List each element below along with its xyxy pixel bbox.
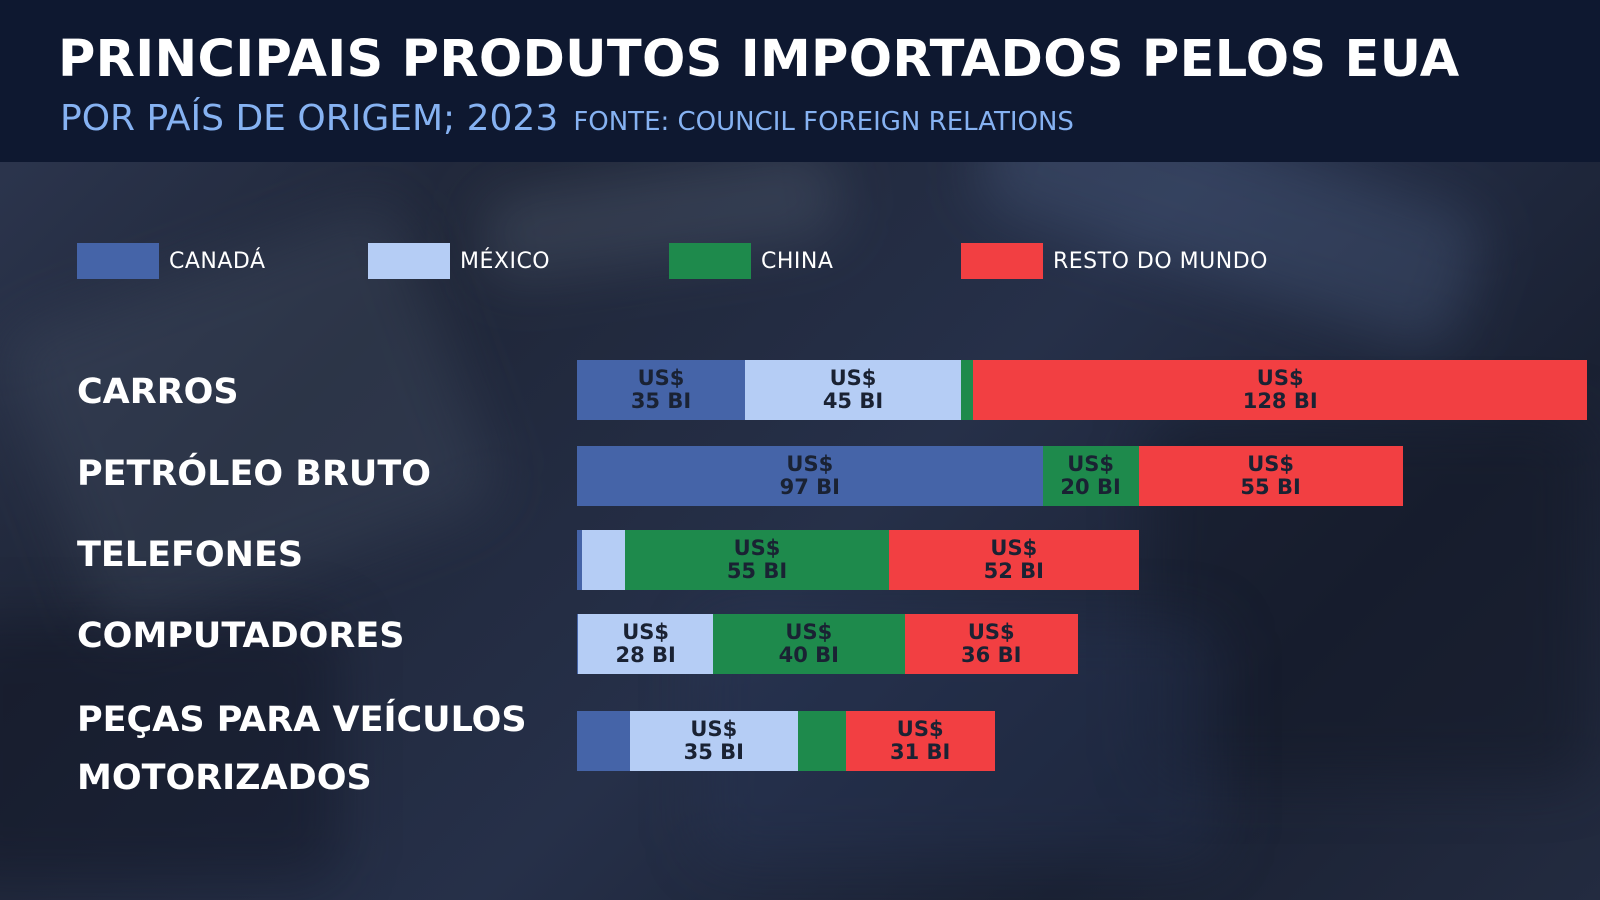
- bar-data-label: 45 BI: [822, 389, 884, 413]
- bar-data-label: 35 BI: [683, 740, 744, 764]
- header-banner: PRINCIPAIS PRODUTOS IMPORTADOS PELOS EUA…: [0, 0, 1600, 162]
- legend-label-canada: CANADÁ: [169, 248, 266, 274]
- legend-item-mexico: MÉXICO: [368, 243, 550, 279]
- legend-label-mexico: MÉXICO: [460, 248, 551, 274]
- bar-segment-canada: [577, 614, 579, 674]
- bar-data-label: 36 BI: [961, 643, 1022, 667]
- legend-swatch-canada: [77, 243, 159, 279]
- chart-subtitle: POR PAÍS DE ORIGEM; 2023: [60, 98, 559, 139]
- bar-segment-china: [797, 711, 846, 771]
- bar-data-label: 28 BI: [615, 643, 676, 667]
- bar-data-label: US$: [990, 536, 1038, 560]
- bar-data-label: 128 BI: [1242, 389, 1318, 413]
- bar-data-label: US$: [1067, 452, 1114, 476]
- bar-segment-rest: US$ 52 BI: [889, 530, 1139, 590]
- bar-data-label: 31 BI: [890, 740, 951, 764]
- legend-label-rest: RESTO DO MUNDO: [1053, 248, 1268, 274]
- category-label: CARROS: [77, 372, 239, 412]
- bar-segment-canada: US$ 97 BI: [577, 446, 1043, 506]
- bar-segment-canada: [577, 711, 630, 771]
- legend-swatch-mexico: [368, 243, 450, 279]
- category-label-line: MOTORIZADOS: [77, 758, 372, 798]
- bar-data-label: US$: [637, 366, 685, 390]
- bar-segment-canada: [577, 530, 582, 590]
- legend-swatch-china: [669, 243, 751, 279]
- bar-data-label: US$: [786, 452, 834, 476]
- bar-data-label: US$: [1256, 366, 1304, 390]
- bar-segment-mexico: US$ 45 BI: [745, 360, 961, 420]
- category-label: PEÇAS PARA VEÍCULOS MOTORIZADOS: [77, 691, 527, 807]
- bar-segment-canada: US$ 35 BI: [577, 360, 745, 420]
- legend-item-rest: RESTO DO MUNDO: [961, 243, 1268, 279]
- legend-swatch-rest: [961, 243, 1043, 279]
- bar-data-label: 20 BI: [1060, 475, 1121, 499]
- bar-segment-mexico: US$ 28 BI: [578, 614, 713, 674]
- bar-data-label: 40 BI: [778, 643, 839, 667]
- bar-data-label: 55 BI: [1240, 475, 1301, 499]
- bar-segment-rest: US$ 128 BI: [973, 360, 1588, 420]
- bar-data-label: 97 BI: [779, 475, 840, 499]
- category-label: TELEFONES: [77, 535, 304, 575]
- bar-segment-china: US$ 55 BI: [625, 530, 889, 590]
- subtitle-row: POR PAÍS DE ORIGEM; 2023 FONTE: COUNCIL …: [60, 98, 1074, 139]
- category-label-line: PEÇAS PARA VEÍCULOS: [77, 700, 527, 740]
- bar-segment-china: [961, 360, 973, 420]
- bar-data-label: US$: [733, 536, 781, 560]
- bar-data-label: US$: [896, 717, 944, 741]
- bar-segment-rest: US$ 36 BI: [904, 614, 1078, 674]
- bar-segment-rest: US$ 55 BI: [1138, 446, 1403, 506]
- bar-segment-china: US$ 40 BI: [712, 614, 905, 674]
- legend-item-china: CHINA: [669, 243, 833, 279]
- bar-segment-mexico: US$ 35 BI: [629, 711, 798, 771]
- bar-data-label: 55 BI: [726, 559, 788, 583]
- category-label: PETRÓLEO BRUTO: [77, 454, 431, 494]
- bar-data-label: US$: [622, 620, 670, 644]
- chart-source: FONTE: COUNCIL FOREIGN RELATIONS: [573, 107, 1074, 137]
- bar-segment-china: US$ 20 BI: [1042, 446, 1139, 506]
- category-label: COMPUTADORES: [77, 616, 405, 656]
- bar-data-label: US$: [829, 366, 877, 390]
- bar-segment-mexico: [581, 530, 625, 590]
- chart-title: PRINCIPAIS PRODUTOS IMPORTADOS PELOS EUA: [58, 30, 1460, 89]
- bar-segment-rest: US$ 31 BI: [845, 711, 995, 771]
- bar-data-label: 35 BI: [630, 389, 692, 413]
- bar-data-label: US$: [967, 620, 1015, 644]
- legend-label-china: CHINA: [761, 248, 834, 274]
- bar-data-label: US$: [690, 717, 738, 741]
- legend-item-canada: CANADÁ: [77, 243, 266, 279]
- bar-data-label: 52 BI: [983, 559, 1044, 583]
- bar-data-label: US$: [1247, 452, 1294, 476]
- bar-data-label: US$: [785, 620, 833, 644]
